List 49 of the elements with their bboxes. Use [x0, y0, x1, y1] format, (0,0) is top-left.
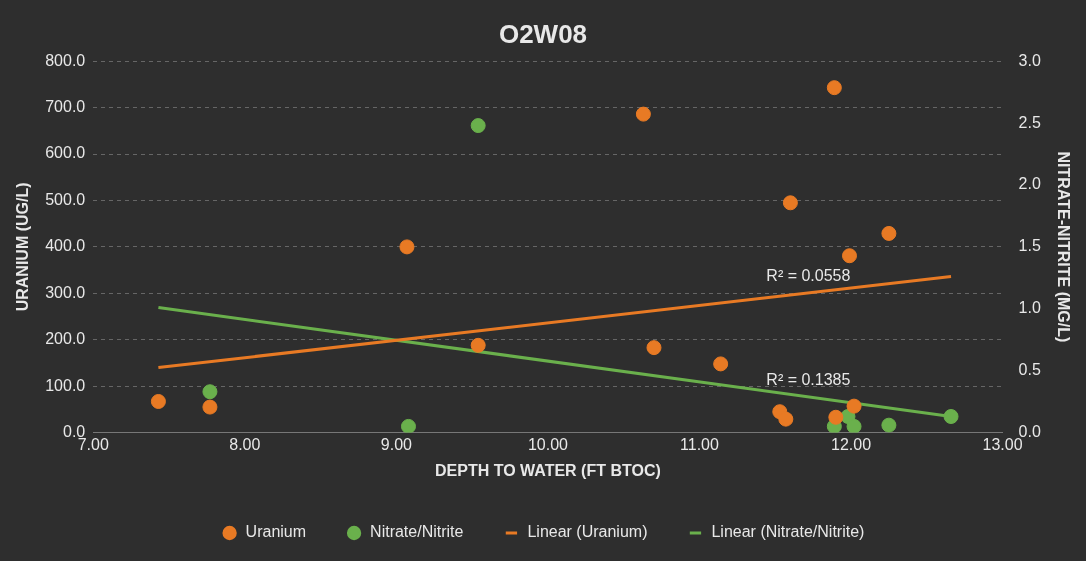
y2-tick-label: 2.5 — [1018, 113, 1041, 131]
y-tick-label: 700.0 — [45, 98, 86, 116]
point — [881, 225, 897, 241]
point — [470, 118, 486, 134]
y2-axis-title: NITRATE-NITRITE (MG/L) — [1054, 151, 1072, 343]
point — [846, 418, 862, 433]
x-axis-title: DEPTH TO WATER (FT BTOC) — [435, 461, 661, 479]
point — [828, 409, 844, 425]
y2-tick-label: 1.0 — [1018, 299, 1041, 317]
x-tick-label: 12.00 — [830, 435, 872, 453]
y-tick-label: 600.0 — [45, 144, 86, 162]
legend-label: Linear (Uranium) — [527, 523, 648, 541]
annotation: R² = 0.1385 — [766, 371, 851, 389]
point — [635, 106, 651, 122]
point — [778, 411, 794, 427]
x-tick-label: 8.00 — [229, 435, 261, 453]
legend-label: Nitrate/Nitrite — [370, 523, 464, 541]
point — [826, 80, 842, 96]
y-axis-title: URANIUM (UG/L) — [14, 182, 32, 312]
y2-tick-label: 2.0 — [1018, 175, 1041, 193]
point — [846, 398, 862, 414]
point — [470, 337, 486, 353]
x-tick-label: 9.00 — [380, 435, 413, 453]
chart-title: O2W08 — [498, 18, 588, 49]
point — [782, 195, 798, 211]
point — [646, 340, 662, 356]
y2-tick-label: 0.5 — [1018, 361, 1041, 379]
y2-tick-label: 3.0 — [1018, 51, 1041, 69]
annotation: R² = 0.0558 — [766, 267, 851, 285]
x-tick-label: 10.00 — [527, 435, 569, 453]
y-tick-label: 300.0 — [45, 283, 86, 301]
y-tick-label: 200.0 — [45, 330, 86, 348]
point — [713, 356, 729, 372]
x-tick-label: 11.00 — [680, 435, 719, 453]
y-tick-label: 500.0 — [45, 190, 86, 208]
point — [399, 239, 415, 255]
point — [881, 417, 897, 433]
point — [400, 418, 416, 433]
y-tick-label: 400.0 — [45, 237, 86, 255]
legend-label: Uranium — [245, 523, 307, 541]
y-tick-label: 800.0 — [45, 51, 86, 69]
y2-tick-label: 1.5 — [1018, 237, 1041, 255]
point — [150, 394, 166, 409]
point — [841, 248, 857, 264]
point — [202, 399, 218, 415]
y-tick-label: 100.0 — [45, 376, 86, 394]
point — [202, 384, 218, 400]
point — [943, 409, 959, 425]
legend-label: Linear (Nitrate/Nitrite) — [711, 523, 865, 541]
